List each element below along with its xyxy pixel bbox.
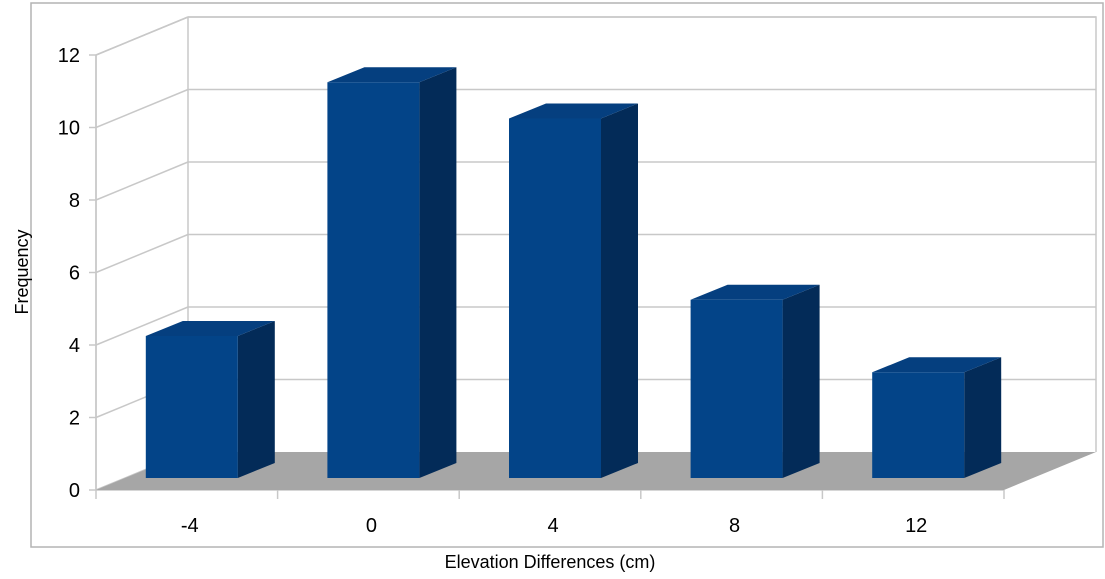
bar-side: [419, 67, 457, 478]
y-tick-label: 2: [69, 408, 80, 430]
bar: [327, 67, 457, 478]
x-tick-label: 12: [905, 515, 927, 537]
bar: [145, 321, 275, 478]
x-tick-label: 8: [729, 515, 740, 537]
y-axis-ticks: 0 2 4 6 8 10 12: [58, 45, 96, 502]
bar-front: [509, 118, 601, 478]
gridline-side: [95, 306, 189, 346]
bar-top: [509, 103, 638, 119]
gridline-side: [95, 161, 189, 201]
gridline-side: [95, 233, 189, 274]
bar-front: [327, 82, 420, 478]
bar-top: [690, 284, 820, 300]
gridline-side: [95, 88, 189, 129]
bar-side: [601, 103, 638, 478]
y-tick-label: 0: [69, 480, 80, 502]
x-axis-title: Elevation Differences (cm): [445, 552, 656, 572]
bar-front: [145, 336, 238, 478]
x-tick-label: 0: [366, 515, 377, 537]
bar: [872, 357, 1002, 478]
y-tick-label: 12: [58, 45, 80, 67]
bar-side: [237, 321, 275, 478]
y-tick-label: 8: [69, 190, 80, 212]
gridline-side: [95, 16, 189, 56]
bar-top: [327, 67, 457, 83]
bars: [145, 67, 1002, 478]
y-tick-label: 10: [58, 118, 80, 140]
x-axis-ticks: -4 0 4 8 12: [95, 490, 1005, 537]
bar: [509, 103, 638, 478]
bar-top: [872, 357, 1002, 373]
x-tick-label: 4: [547, 515, 558, 537]
bar-front: [872, 372, 965, 478]
bar-front: [690, 299, 783, 478]
bar-side: [782, 284, 820, 478]
y-tick-label: 4: [69, 335, 80, 357]
bar-side: [964, 357, 1002, 478]
bar: [690, 284, 820, 478]
y-tick-label: 6: [69, 263, 80, 285]
chart-border: [30, 2, 1104, 548]
x-tick-label: -4: [181, 515, 199, 537]
y-axis-title: Frequency: [12, 229, 32, 314]
bar-top: [145, 321, 275, 336]
